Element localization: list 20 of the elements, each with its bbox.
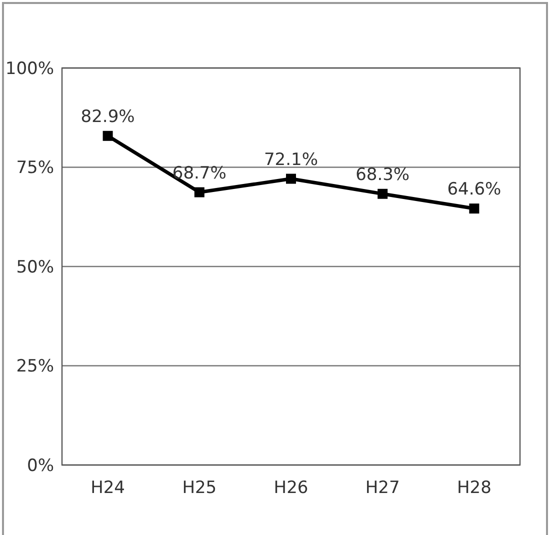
x-tick-label: H28 [456, 478, 492, 498]
y-tick-label: 25% [16, 356, 54, 377]
x-tick-label: H25 [182, 478, 217, 498]
point [194, 187, 204, 198]
data-label: 72.1% [264, 150, 318, 170]
y-tick-label: 0% [27, 456, 54, 476]
x-tick-label: H27 [365, 478, 400, 498]
y-tick-label: 75% [16, 158, 54, 178]
y-tick-label: 100% [5, 58, 54, 79]
point [286, 174, 296, 184]
point [469, 204, 480, 214]
x-tick-label: H24 [90, 478, 126, 498]
data-label: 64.6% [447, 180, 502, 200]
point [378, 188, 388, 199]
data-label: 68.7% [172, 163, 226, 184]
data-label: 82.9% [80, 106, 135, 127]
data-label: 68.3% [356, 164, 410, 185]
point [102, 130, 113, 141]
y-tick-label: 50% [16, 257, 54, 278]
x-tick-label: H26 [274, 478, 308, 498]
